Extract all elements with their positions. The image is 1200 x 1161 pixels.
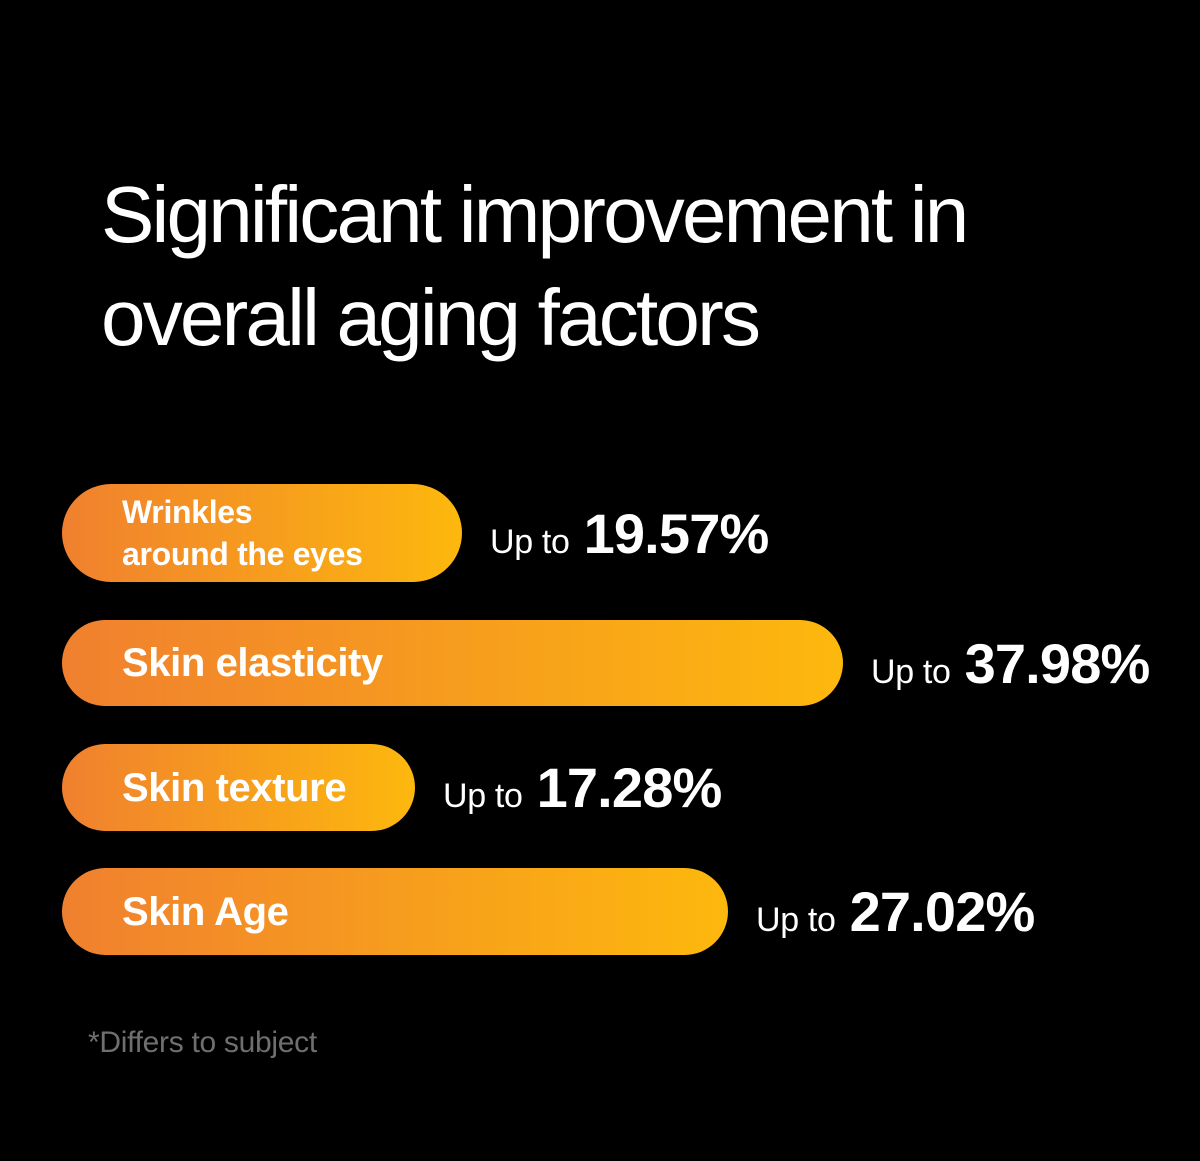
value-block: Up to 17.28% <box>443 755 723 820</box>
value-block: Up to 37.98% <box>871 631 1151 696</box>
bar-label-line-1: Wrinkles <box>122 494 253 530</box>
value-block: Up to 19.57% <box>490 501 770 566</box>
value-number: 27.02% <box>849 880 1036 943</box>
value-number: 19.57% <box>583 501 770 565</box>
value-prefix: Up to <box>756 901 836 939</box>
bar-row-skin-age: Skin Age Up to 27.02% <box>62 868 1036 955</box>
bar-wrinkles: Wrinkles around the eyes <box>62 484 462 582</box>
bar-label: Skin texture <box>122 765 415 811</box>
page-title-line-2: overall aging factors <box>101 273 761 362</box>
value-prefix: Up to <box>871 652 951 691</box>
bar-skin-texture: Skin texture <box>62 744 415 831</box>
bar-label-line-1: Skin texture <box>122 765 347 810</box>
value-block: Up to 27.02% <box>756 879 1036 944</box>
value-prefix: Up to <box>490 522 570 561</box>
bar-skin-age: Skin Age <box>62 868 728 955</box>
bar-label-line-1: Skin elasticity <box>122 641 383 685</box>
bar-skin-elasticity: Skin elasticity <box>62 620 843 706</box>
footnote: *Differs to subject <box>88 1026 317 1059</box>
bar-row-skin-texture: Skin texture Up to 17.28% <box>62 744 723 831</box>
bar-label: Skin elasticity <box>122 640 843 686</box>
bar-row-wrinkles: Wrinkles around the eyes Up to 19.57% <box>62 484 770 582</box>
bar-label-line-1: Skin Age <box>122 889 289 934</box>
bar-label: Wrinkles around the eyes <box>122 491 462 575</box>
page-title: Significant improvement in overall aging… <box>101 163 1200 369</box>
bar-label-line-2: around the eyes <box>122 536 363 572</box>
bar-row-skin-elasticity: Skin elasticity Up to 37.98% <box>62 620 1151 706</box>
value-number: 37.98% <box>964 631 1151 695</box>
page-title-line-1: Significant improvement in <box>101 170 969 259</box>
value-prefix: Up to <box>443 777 523 815</box>
value-number: 17.28% <box>536 756 723 819</box>
bar-label: Skin Age <box>122 889 728 935</box>
